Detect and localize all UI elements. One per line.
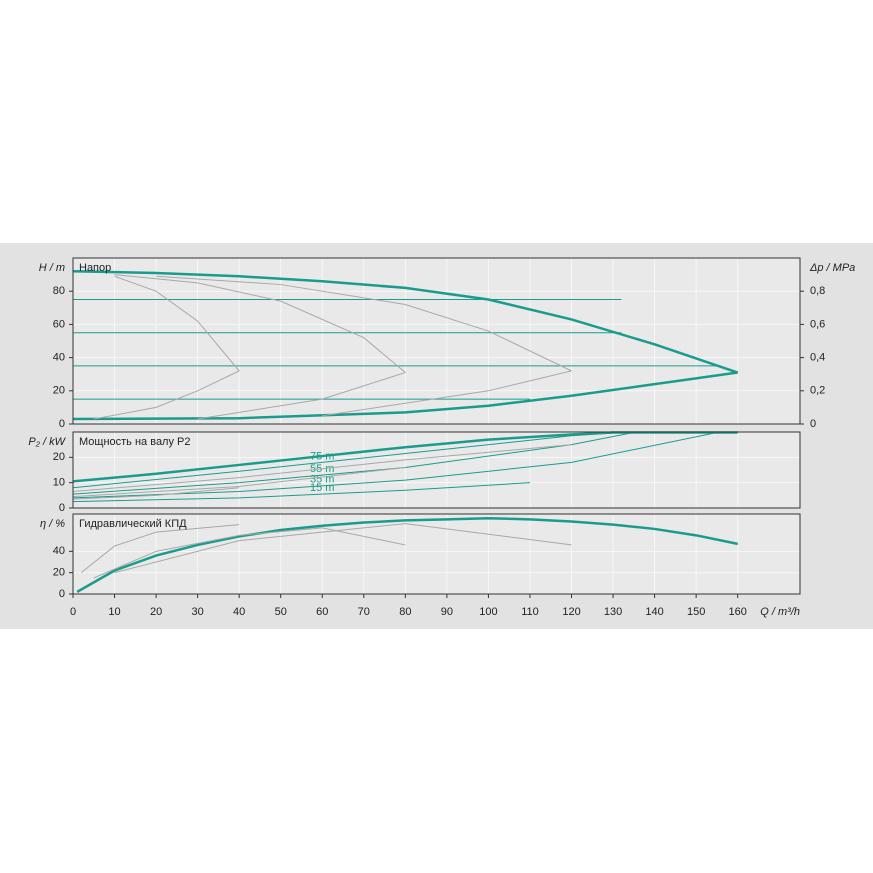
- y-tick-label: 20: [53, 451, 65, 463]
- series-line: [72, 431, 738, 483]
- panel-title: Мощность на валу P2: [79, 436, 191, 448]
- y-tick-label: 0: [59, 588, 65, 600]
- x-tick-label: 30: [192, 606, 204, 618]
- series-line: [72, 432, 622, 489]
- y2-tick-label: 0,6: [810, 318, 825, 330]
- series-line: [93, 370, 240, 420]
- plot-frame: [72, 257, 801, 425]
- y-tick-label: 40: [53, 352, 65, 364]
- series-line: [93, 527, 406, 579]
- series-line: [76, 517, 738, 593]
- x-tick-label: 140: [645, 606, 663, 618]
- y-axis-label: η / %: [40, 518, 65, 530]
- plot-area: [73, 258, 800, 424]
- series-line: [72, 432, 718, 499]
- y-tick-label: 0: [59, 502, 65, 514]
- panel-title: Гидравлический КПД: [79, 518, 187, 530]
- series-line: [72, 270, 739, 374]
- series-line: [322, 370, 572, 417]
- y2-tick-label: 0,2: [810, 385, 825, 397]
- plot-frame: [72, 431, 801, 509]
- x-tick-label: 50: [275, 606, 287, 618]
- x-tick-label: 90: [441, 606, 453, 618]
- series-label: 15 m: [310, 482, 334, 494]
- x-tick-label: 10: [108, 606, 120, 618]
- x-tick-label: 70: [358, 606, 370, 618]
- x-tick-label: 60: [316, 606, 328, 618]
- series-line: [197, 372, 406, 420]
- series-line: [156, 275, 572, 372]
- plot-frame: [72, 513, 801, 595]
- series-line: [72, 371, 738, 421]
- series-line: [80, 524, 240, 574]
- series-line: [72, 482, 531, 503]
- y-tick-label: 20: [53, 385, 65, 397]
- y-tick-label: 80: [53, 285, 65, 297]
- y-axis-label: H / m: [39, 262, 65, 274]
- x-tick-label: 0: [70, 606, 76, 618]
- series-line: [114, 275, 240, 372]
- x-tick-label: 130: [604, 606, 622, 618]
- series-line: [114, 523, 572, 574]
- y2-axis-label: Δp / MPa: [809, 262, 855, 274]
- y-tick-label: 60: [53, 318, 65, 330]
- x-axis-label: Q / m³/h: [760, 606, 800, 618]
- series-line: [72, 487, 240, 500]
- y-tick-label: 10: [53, 477, 65, 489]
- series-line: [114, 274, 406, 373]
- x-tick-label: 110: [521, 606, 539, 618]
- series-line: [72, 466, 406, 498]
- y2-tick-label: 0,4: [810, 352, 825, 364]
- x-tick-label: 160: [729, 606, 747, 618]
- series-label: 75 m: [310, 450, 334, 462]
- panel-title: Напор: [79, 262, 111, 274]
- y-tick-label: 40: [53, 545, 65, 557]
- x-tick-label: 100: [479, 606, 497, 618]
- x-tick-label: 150: [687, 606, 705, 618]
- y2-tick-label: 0: [810, 418, 816, 430]
- y2-tick-label: 0,8: [810, 285, 825, 297]
- y-axis-label: P₂ / kW: [28, 436, 66, 448]
- x-tick-label: 40: [233, 606, 245, 618]
- x-tick-label: 80: [399, 606, 411, 618]
- y-tick-label: 0: [59, 418, 65, 430]
- series-line: [72, 444, 572, 493]
- x-tick-label: 120: [562, 606, 580, 618]
- series-line: [72, 432, 634, 495]
- y-tick-label: 20: [53, 567, 65, 579]
- x-tick-label: 20: [150, 606, 162, 618]
